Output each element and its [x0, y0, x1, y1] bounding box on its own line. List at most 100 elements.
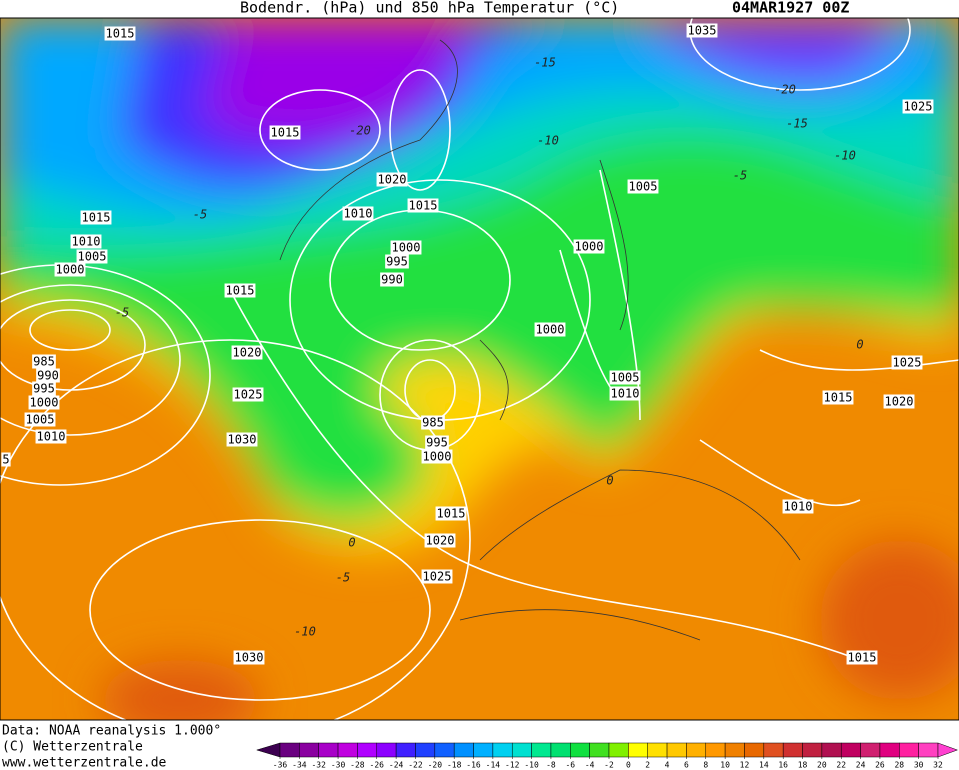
isobar-label-bg	[902, 99, 934, 114]
colorbar-cell	[357, 742, 378, 758]
temperature-label: 0	[348, 536, 355, 550]
colorbar-cell	[318, 742, 339, 758]
isobar-label-bg	[269, 125, 301, 140]
colorbar-tick-label: 30	[914, 761, 924, 770]
isobar-label: 1035	[688, 24, 717, 38]
colorbar-cell	[840, 742, 861, 758]
isobar-label-bg	[627, 179, 659, 194]
colorbar-tick-label: -16	[466, 761, 481, 770]
isobar-label-bg	[224, 283, 256, 298]
temperature-label: -5	[115, 306, 129, 320]
colorbar-cell	[608, 742, 629, 758]
colorbar-tick-label: 22	[836, 761, 846, 770]
footer-line: www.wetterzentrale.de	[2, 756, 167, 770]
isobar-label: 1010	[37, 430, 66, 444]
colorbar-cell	[724, 742, 745, 758]
isobar-label: 1020	[378, 173, 407, 187]
isobar-label: 995	[426, 436, 448, 450]
isobar-label-bg	[390, 240, 422, 255]
colorbar-cell	[453, 742, 474, 758]
colorbar-tick-label: -2	[604, 761, 614, 770]
isobar-label: 990	[381, 273, 403, 287]
colorbar-tick-label: -14	[486, 761, 501, 770]
colorbar-cell	[337, 742, 358, 758]
isobar-label: 1015	[226, 284, 255, 298]
isobar-label-bg	[573, 239, 605, 254]
isobar-label: 1015	[437, 507, 466, 521]
isobar-label: 1010	[72, 235, 101, 249]
isobar-label: 1025	[423, 570, 452, 584]
isobar-label-bg	[846, 650, 878, 665]
temperature-label: 0	[606, 474, 613, 488]
isobar-label-bg	[80, 210, 112, 225]
isobar-label-bg	[421, 569, 453, 584]
isobar-label: 1010	[611, 387, 640, 401]
isobar-label: 995	[33, 382, 55, 396]
isobar-label-bg	[421, 449, 453, 464]
colorbar-cell	[570, 742, 590, 758]
isobar-label-bg	[231, 345, 263, 360]
isobar-label-bg	[609, 370, 641, 385]
colorbar-cell	[395, 742, 416, 758]
isobar-label: 1005	[78, 250, 107, 264]
isobar-label-bg	[32, 354, 56, 369]
isobar-label: 1000	[30, 396, 59, 410]
colorbar-cell	[782, 742, 803, 758]
isobar-label: 1030	[228, 433, 257, 447]
isobar-label: 5	[2, 453, 9, 467]
temperature-label: -10	[834, 149, 856, 163]
isobar-label-bg	[891, 355, 923, 370]
isobar-label: 1000	[423, 450, 452, 464]
colorbar-tick-label: 8	[703, 761, 708, 770]
isobar-label-bg	[609, 386, 641, 401]
colorbar-tick-label: -18	[447, 761, 462, 770]
colorbar-cell	[918, 742, 939, 758]
temperature-label: -10	[537, 134, 559, 148]
colorbar-tick-label: -24	[389, 761, 404, 770]
isobar-label: 990	[37, 369, 59, 383]
temperature-label: -20	[349, 124, 371, 138]
colorbar-tick-label: 2	[645, 761, 650, 770]
colorbar-tick-label: 14	[759, 761, 769, 770]
colorbar-cell	[763, 742, 784, 758]
colorbar-cell	[415, 742, 436, 758]
isobar-label-bg	[54, 262, 86, 277]
footer-line: (C) Wetterzentrale	[2, 740, 143, 755]
isobar-label: 1025	[893, 356, 922, 370]
colorbar-cell	[802, 742, 823, 758]
coastlines	[279, 39, 801, 641]
colorbar-tick-label: -34	[292, 761, 307, 770]
colorbar-cell	[666, 742, 687, 758]
isobar-label: 1015	[824, 391, 853, 405]
isobar-label: 995	[386, 255, 408, 269]
isobar-label: 985	[33, 355, 55, 369]
isobar-label: 1020	[885, 395, 914, 409]
isobar-label: 1020	[426, 534, 455, 548]
colorbar-cell	[531, 742, 552, 758]
isobar-label: 1005	[611, 371, 640, 385]
colorbar-tick-label: -32	[311, 761, 326, 770]
isobar-label-bg	[686, 23, 718, 38]
map-frame	[0, 17, 959, 721]
map-date: 04MAR1927 00Z	[732, 0, 849, 17]
isobar-label: 1015	[82, 211, 111, 225]
colorbar-tick-label: -8	[546, 761, 556, 770]
isobar-label-bg	[32, 381, 56, 396]
colorbar-arrow	[937, 742, 959, 758]
colorbar-cell	[434, 742, 455, 758]
colorbar-tick-label: 28	[894, 761, 904, 770]
colorbar-tick-label: 4	[665, 761, 670, 770]
isobar-label-bg	[376, 172, 408, 187]
colorbar-tick-label: 12	[740, 761, 750, 770]
isobar-label: 1005	[26, 413, 55, 427]
isobar-label: 1010	[344, 207, 373, 221]
isobar-label-bg	[36, 368, 60, 383]
temperature-field	[0, 18, 959, 720]
isobar-label: 1000	[575, 240, 604, 254]
isobar-label: 1015	[848, 651, 877, 665]
colorbar-cell	[589, 742, 610, 758]
colorbar-tick-label: -28	[350, 761, 365, 770]
colorbar-tick-label: 10	[720, 761, 730, 770]
isobar-label: 1015	[271, 126, 300, 140]
colorbar-cell	[647, 742, 668, 758]
